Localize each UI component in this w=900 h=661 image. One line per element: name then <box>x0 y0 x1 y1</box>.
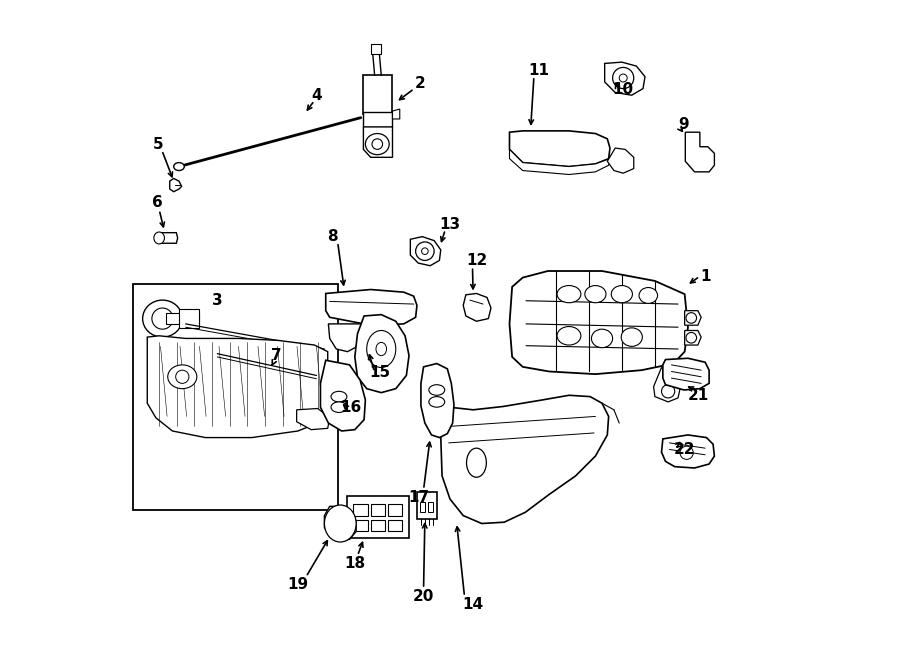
Bar <box>388 520 402 531</box>
Polygon shape <box>608 148 634 173</box>
Polygon shape <box>464 293 491 321</box>
Polygon shape <box>662 435 715 468</box>
Ellipse shape <box>421 248 428 254</box>
Ellipse shape <box>365 134 389 155</box>
Bar <box>364 112 392 127</box>
Text: 11: 11 <box>528 63 550 77</box>
Ellipse shape <box>621 328 643 346</box>
Ellipse shape <box>428 385 445 395</box>
Text: 19: 19 <box>287 577 309 592</box>
Ellipse shape <box>372 139 382 149</box>
Text: 17: 17 <box>409 490 429 504</box>
Polygon shape <box>328 324 364 352</box>
Ellipse shape <box>619 74 627 82</box>
Bar <box>166 313 199 324</box>
Text: 10: 10 <box>613 83 634 97</box>
Text: 9: 9 <box>678 117 688 132</box>
Polygon shape <box>685 330 701 345</box>
Bar <box>428 502 433 512</box>
Polygon shape <box>410 237 441 266</box>
Polygon shape <box>156 233 177 243</box>
Text: 4: 4 <box>311 89 322 103</box>
Ellipse shape <box>611 286 633 303</box>
Ellipse shape <box>324 505 356 542</box>
Text: 6: 6 <box>152 195 163 210</box>
Bar <box>371 44 382 54</box>
Ellipse shape <box>686 313 697 323</box>
Ellipse shape <box>416 242 434 260</box>
Ellipse shape <box>376 342 386 356</box>
Ellipse shape <box>680 446 693 459</box>
Ellipse shape <box>331 402 346 412</box>
Text: 13: 13 <box>439 217 461 232</box>
Text: 7: 7 <box>271 348 282 363</box>
Polygon shape <box>605 62 645 95</box>
Ellipse shape <box>557 286 580 303</box>
Bar <box>132 284 338 510</box>
Ellipse shape <box>585 286 606 303</box>
Text: 22: 22 <box>674 442 696 457</box>
Ellipse shape <box>662 385 675 398</box>
Text: 8: 8 <box>327 229 338 244</box>
Bar <box>364 75 392 114</box>
Bar <box>179 309 199 328</box>
Ellipse shape <box>557 327 580 345</box>
Polygon shape <box>297 408 329 430</box>
Text: 3: 3 <box>212 293 222 307</box>
Ellipse shape <box>686 332 697 343</box>
Ellipse shape <box>176 370 189 383</box>
Polygon shape <box>509 149 610 175</box>
Polygon shape <box>421 364 454 438</box>
Ellipse shape <box>428 397 445 407</box>
Bar <box>346 496 409 538</box>
Bar <box>354 504 368 516</box>
Polygon shape <box>355 315 409 393</box>
Polygon shape <box>662 358 709 390</box>
Polygon shape <box>324 506 356 541</box>
Ellipse shape <box>152 308 173 329</box>
Bar <box>354 520 368 531</box>
Polygon shape <box>364 127 392 157</box>
Text: 16: 16 <box>340 401 362 415</box>
Ellipse shape <box>639 288 658 303</box>
Text: 1: 1 <box>700 269 710 284</box>
Ellipse shape <box>174 163 184 171</box>
Polygon shape <box>441 395 608 524</box>
Polygon shape <box>509 131 610 167</box>
Ellipse shape <box>142 300 183 337</box>
Ellipse shape <box>331 391 346 402</box>
Ellipse shape <box>366 330 396 368</box>
Text: 12: 12 <box>466 253 487 268</box>
Bar <box>371 520 385 531</box>
Text: 18: 18 <box>345 556 365 570</box>
Polygon shape <box>685 311 701 325</box>
Polygon shape <box>392 109 400 119</box>
Polygon shape <box>170 178 182 192</box>
Bar <box>417 492 436 519</box>
Text: 21: 21 <box>688 388 709 403</box>
Polygon shape <box>148 336 328 438</box>
Ellipse shape <box>613 67 634 89</box>
Ellipse shape <box>167 365 197 389</box>
Ellipse shape <box>591 329 613 348</box>
Ellipse shape <box>466 448 486 477</box>
Polygon shape <box>320 360 365 431</box>
Text: 2: 2 <box>415 76 426 91</box>
Bar <box>371 504 385 516</box>
Polygon shape <box>685 132 715 172</box>
Text: 20: 20 <box>413 589 434 603</box>
Text: 15: 15 <box>369 365 391 379</box>
Polygon shape <box>326 290 417 325</box>
Polygon shape <box>509 271 688 374</box>
Text: 14: 14 <box>462 597 483 611</box>
Ellipse shape <box>154 232 165 244</box>
Bar <box>419 502 425 512</box>
Bar <box>388 504 402 516</box>
Polygon shape <box>653 368 680 402</box>
Text: 5: 5 <box>152 137 163 151</box>
